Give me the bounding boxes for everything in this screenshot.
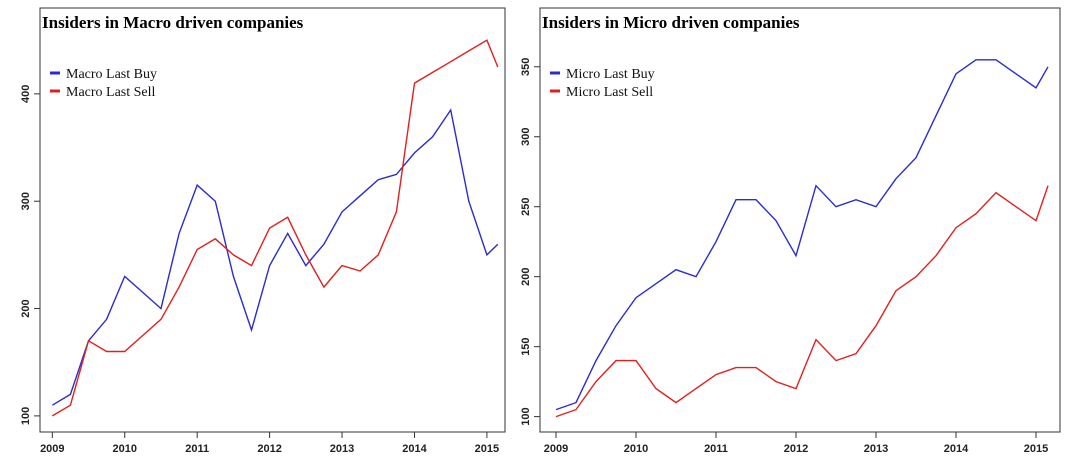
x-tick-label: 2013	[330, 443, 354, 455]
x-tick-label: 2012	[257, 443, 281, 455]
x-tick-label: 2010	[624, 443, 648, 455]
chart-title: Insiders in Macro driven companies	[42, 13, 304, 32]
x-tick-label: 2014	[944, 443, 969, 455]
y-tick-label: 100	[20, 407, 32, 425]
y-tick-label: 150	[520, 337, 532, 355]
x-tick-label: 2009	[544, 443, 568, 455]
plot-frame	[39, 7, 506, 433]
x-tick-label: 2011	[704, 443, 728, 455]
y-tick-label: 100	[520, 407, 532, 425]
line-series	[51, 39, 499, 417]
line-series	[555, 59, 1049, 411]
x-tick-label: 2015	[1024, 443, 1048, 455]
legend-label: Macro Last Buy	[66, 67, 157, 82]
y-tick-label: 200	[520, 267, 532, 285]
legend-label: Macro Last Sell	[66, 85, 156, 100]
x-tick-label: 2013	[864, 443, 888, 455]
y-tick-label: 400	[20, 85, 32, 103]
chart-title: Insiders in Micro driven companies	[542, 13, 800, 32]
y-tick-label: 300	[520, 128, 532, 146]
x-tick-label: 2012	[784, 443, 808, 455]
y-tick-label: 250	[520, 198, 532, 216]
y-tick-label: 300	[20, 192, 32, 210]
legend-label: Micro Last Buy	[566, 67, 655, 82]
legend-label: Micro Last Sell	[566, 85, 653, 100]
x-tick-label: 2011	[185, 443, 209, 455]
y-tick-label: 200	[20, 299, 32, 317]
x-tick-label: 2014	[402, 443, 427, 455]
x-tick-label: 2009	[40, 443, 64, 455]
x-tick-label: 2015	[475, 443, 499, 455]
y-tick-label: 350	[520, 58, 532, 76]
plot-frame	[539, 7, 1061, 433]
line-series	[555, 185, 1049, 418]
line-series	[51, 108, 499, 406]
x-tick-label: 2010	[113, 443, 137, 455]
